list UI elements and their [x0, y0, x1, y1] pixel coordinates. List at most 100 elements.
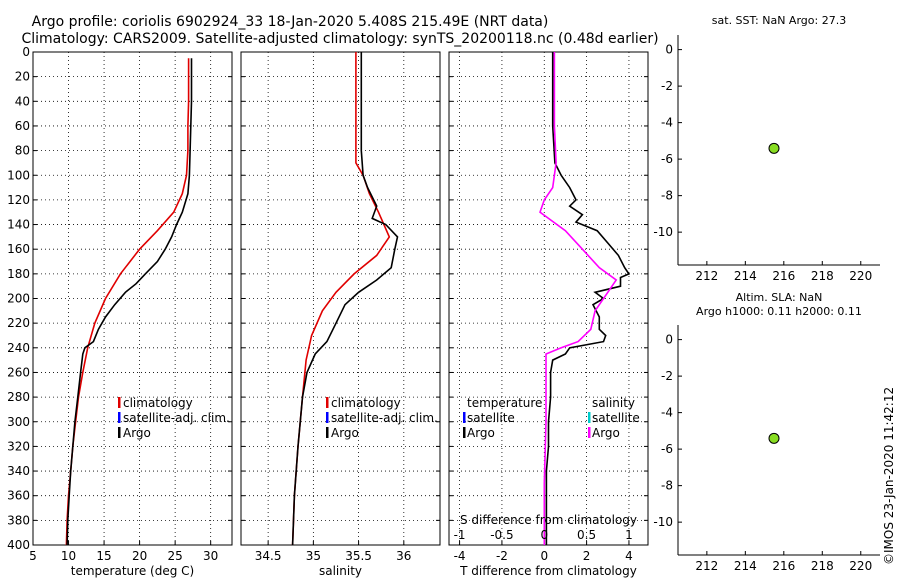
y-tick-label: 300 [7, 415, 30, 429]
x-tick-label: 218 [811, 269, 834, 283]
y-tick-label: 180 [7, 267, 30, 281]
legend-swatch [326, 397, 329, 408]
x-tick-label: 35 [306, 549, 321, 563]
argo-position-marker [768, 142, 780, 154]
y-tick-label: -10 [653, 515, 673, 529]
x-tick-label: 220 [849, 269, 872, 283]
x-tick-label: 35.5 [345, 549, 372, 563]
y-tick-label: 280 [7, 390, 30, 404]
y-tick-label: 60 [15, 119, 30, 133]
y-tick-label: 0 [665, 43, 673, 57]
panel-difference: -4 -2 0 2 4T difference from climatology temp… [448, 51, 649, 578]
x-tick-label: 0 [540, 549, 548, 563]
map-subtitle: Argo h1000: 0.11 h2000: 0.11 [696, 305, 862, 318]
panel-sla_map: 0 -2 -4 -6 -8 -10 212 214 216 218 220 Altim. SLA: N… [653, 291, 880, 573]
legend-entry: Argo [592, 426, 620, 440]
y-tick-label: -4 [661, 406, 673, 420]
y-tick-label: -6 [661, 152, 673, 166]
legend-entry: temperature [467, 396, 542, 410]
y-tick-label: 360 [7, 489, 30, 503]
legend-swatch [118, 427, 121, 438]
axes-frame [448, 51, 649, 546]
y-tick-label: -6 [661, 442, 673, 456]
y-tick-label: -2 [661, 79, 673, 93]
series-line-s-difference [539, 52, 618, 545]
x-axis-label: temperature (deg C) [71, 564, 194, 578]
y-tick-label: -8 [661, 479, 673, 493]
series-line-climatology [65, 58, 190, 546]
legend-swatch [326, 427, 329, 438]
legend-entry: salinity [592, 396, 635, 410]
figure-title-line1: Argo profile: coriolis 6902924_33 18-Jan… [32, 14, 549, 30]
x-tick-label: 25 [168, 549, 183, 563]
x-tick-label: 20 [132, 549, 147, 563]
legend-entry: climatology [331, 396, 401, 410]
series-line-climatology [291, 52, 391, 546]
y-tick-label: 80 [15, 144, 30, 158]
x-tick-label: 212 [695, 269, 718, 283]
map-title: sat. SST: NaN Argo: 27.3 [712, 14, 846, 27]
map-title: Altim. SLA: NaN [736, 291, 823, 304]
x-tick-label: 216 [772, 269, 795, 283]
x-tick-label-top: -1 [454, 528, 466, 542]
y-tick-label: 260 [7, 365, 30, 379]
y-tick-label: 380 [7, 513, 30, 527]
axes-frame [32, 51, 233, 546]
legend-entry: Argo [331, 426, 359, 440]
x-tick-label: 216 [772, 559, 795, 573]
series-line-t-difference [545, 52, 631, 545]
legend-entry: Argo [467, 426, 495, 440]
panel-salinity: 34.5 35 35.5 36 salinity climatologysatellite… [240, 51, 441, 578]
y-tick-label: -10 [653, 225, 673, 239]
legend-swatch [588, 427, 591, 438]
x-tick-label: 5 [29, 549, 37, 563]
y-tick-label: 340 [7, 464, 30, 478]
y-tick-label: 400 [7, 538, 30, 552]
x-tick-label: -2 [496, 549, 508, 563]
legend-swatch [588, 412, 591, 423]
x-tick-label: 15 [96, 549, 111, 563]
x-tick-label-top: 0.5 [577, 528, 596, 542]
legend-swatch [463, 412, 466, 423]
x-tick-label: 34.5 [255, 549, 282, 563]
y-tick-label: 220 [7, 316, 30, 330]
y-tick-label: 20 [15, 70, 30, 84]
legend-entry: satellite [592, 411, 640, 425]
legend-entry: satellite [467, 411, 515, 425]
x-tick-label-top: 1 [625, 528, 633, 542]
y-tick-label: 200 [7, 292, 30, 306]
x-tick-label: 220 [849, 559, 872, 573]
y-tick-label: 0 [665, 333, 673, 347]
legend-swatch [326, 412, 329, 423]
x-tick-label: 10 [61, 549, 76, 563]
y-tick-label: 40 [15, 94, 30, 108]
x-tick-label: 4 [625, 549, 633, 563]
x-tick-label: 218 [811, 559, 834, 573]
argo-position-marker [768, 432, 780, 444]
legend-swatch [463, 427, 466, 438]
y-tick-label: -2 [661, 369, 673, 383]
series-line-argo [66, 58, 193, 546]
footer-timestamp: ©IMOS 23-Jan-2020 11:42:12 [882, 387, 896, 565]
y-tick-label: 120 [7, 193, 30, 207]
x-tick-label: -4 [454, 549, 466, 563]
x-tick-label: 214 [734, 559, 757, 573]
panel-sst_map: 0 -2 -4 -6 -8 -10 212 214 216 218 220 sat. SST: NaN… [653, 14, 880, 283]
legend-entry: Argo [123, 426, 151, 440]
axes-frame [240, 51, 441, 546]
legend-entry: climatology [123, 396, 193, 410]
x-tick-label: 30 [203, 549, 218, 563]
y-tick-label: 0 [22, 45, 30, 59]
y-tick-label: 100 [7, 168, 30, 182]
x-axis-label-top: S difference from climatology [460, 513, 637, 527]
series-line-argo [291, 52, 399, 546]
legend-swatch [118, 397, 121, 408]
y-tick-label: 240 [7, 341, 30, 355]
y-tick-label: 160 [7, 242, 30, 256]
x-tick-label-top: -0.5 [490, 528, 513, 542]
y-tick-label: -4 [661, 116, 673, 130]
x-tick-label-top: 0 [540, 528, 548, 542]
panel-temperature: 0 20 40 60 80 100 120 140 160 180 200 220 240 260 280 3… [7, 45, 233, 578]
x-tick-label: 36 [396, 549, 411, 563]
x-tick-label: 214 [734, 269, 757, 283]
